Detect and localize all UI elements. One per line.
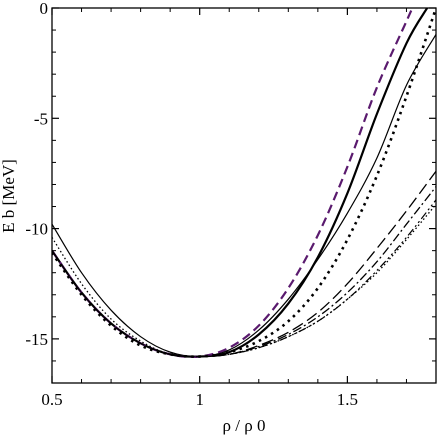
series-line-thick-solid: [52, 8, 429, 358]
tick-layer: 0.5 1 1.5 0 -5 -10 -15: [25, 0, 437, 409]
series-line-dash-dot: [52, 186, 436, 358]
series-layer: [52, 8, 436, 359]
series-line-dotted-thick: [52, 8, 436, 358]
x-tick-label: 1: [195, 390, 204, 409]
x-tick-label: 0.5: [41, 390, 62, 409]
plot-frame: [51, 7, 437, 384]
x-axis-label: ρ / ρ 0: [223, 416, 266, 435]
y-tick-label: -10: [25, 220, 48, 239]
x-tick-label: 1.5: [337, 390, 358, 409]
series-line-fine-dotted: [52, 203, 436, 358]
series-line-long-dash: [52, 170, 436, 358]
series-line-thin-solid: [52, 34, 436, 358]
y-tick-label: 0: [40, 0, 49, 18]
y-axis-label: E b [MeV]: [0, 159, 18, 233]
y-tick-label: -15: [25, 330, 48, 349]
y-tick-label: -5: [34, 109, 48, 128]
series-line-dash-dot-dot: [52, 199, 436, 358]
